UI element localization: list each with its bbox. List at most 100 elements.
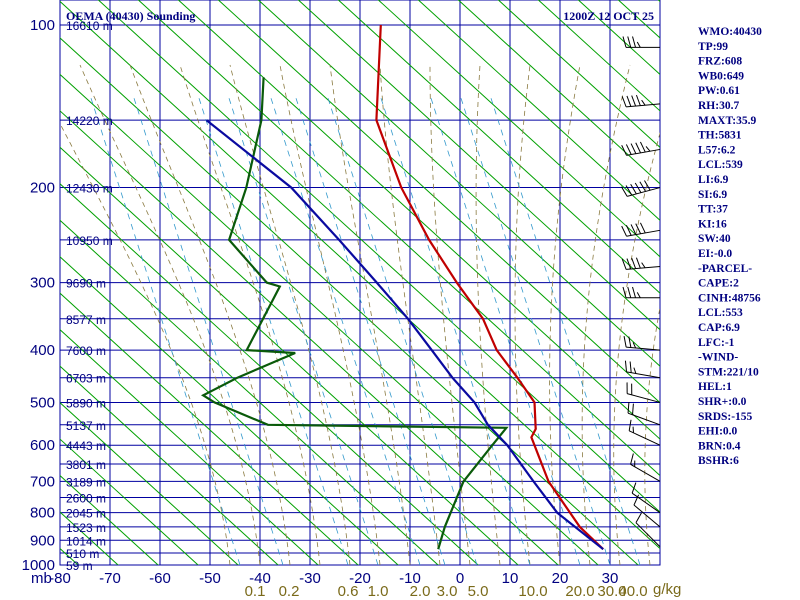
dry-adiabat-line bbox=[60, 146, 519, 565]
dry-adiabat-line bbox=[297, 0, 660, 331]
dry-adiabat-line bbox=[217, 0, 660, 404]
stability-index-item: CAP:6.9 bbox=[698, 322, 740, 334]
stability-index-item: EI:-0.0 bbox=[698, 248, 732, 260]
temperature-tick-label: -80 bbox=[49, 570, 71, 587]
wind-barb-flag bbox=[630, 453, 634, 465]
mixing-ratio-line bbox=[269, 94, 421, 565]
wind-barb-flag bbox=[636, 41, 641, 48]
wind-barb-flag bbox=[635, 512, 642, 523]
mixing-ratio-label: 0.2 bbox=[279, 583, 300, 600]
dry-adiabat-line bbox=[60, 292, 359, 565]
wind-barb bbox=[627, 401, 661, 426]
wind-barb-flag bbox=[633, 367, 637, 374]
temperature-tick-label: -30 bbox=[299, 570, 321, 587]
stability-index-item: WB0:649 bbox=[698, 70, 744, 82]
wind-barb-staff bbox=[626, 346, 661, 351]
mixing-ratio-label: 30.0 bbox=[597, 583, 626, 600]
stability-index-item: FRZ:608 bbox=[698, 56, 742, 68]
mixing-ratio-line bbox=[326, 94, 478, 565]
wind-barb-staff bbox=[626, 265, 661, 270]
wind-barb-staff bbox=[627, 187, 661, 197]
moist-adiabats bbox=[60, 64, 660, 565]
mixing-ratio-line bbox=[294, 94, 446, 565]
wind-barb-flag bbox=[644, 180, 651, 191]
wind-barb-flag bbox=[635, 223, 642, 234]
wind-barb-staff bbox=[628, 430, 661, 446]
dry-adiabat-line bbox=[60, 183, 479, 565]
stability-index-item: SHR+:0.0 bbox=[698, 396, 747, 408]
wind-barb-staff bbox=[630, 463, 661, 482]
height-label: 16610 m bbox=[66, 19, 113, 33]
wind-barb bbox=[621, 222, 661, 237]
height-label: 59 m bbox=[66, 559, 93, 573]
moist-adiabat-line bbox=[613, 131, 660, 565]
stability-index-item: TH:5831 bbox=[698, 130, 742, 142]
wind-barb-staff bbox=[626, 229, 661, 237]
height-label: 9690 m bbox=[66, 277, 106, 291]
stability-index-item: BRN:0.4 bbox=[698, 440, 741, 452]
pressure-tick-label: 100 bbox=[30, 17, 55, 34]
wind-barb-flag bbox=[632, 342, 637, 349]
wind-barb-flag bbox=[641, 262, 646, 269]
mixing-ratio-line bbox=[429, 94, 581, 565]
stability-index-item: MAXT:35.9 bbox=[698, 115, 756, 127]
stability-index-item: SW:40 bbox=[698, 233, 731, 245]
height-label: 12430 m bbox=[66, 182, 113, 196]
stability-index-item: LI:6.9 bbox=[698, 174, 729, 186]
temperature-tick-label: 10 bbox=[502, 570, 519, 587]
wind-barb bbox=[623, 336, 661, 351]
sounding-profiles bbox=[200, 24, 604, 551]
moist-adiabat-line bbox=[429, 64, 471, 565]
wind-barb bbox=[628, 419, 661, 446]
dry-adiabat-line bbox=[337, 0, 660, 294]
stability-index-item: KI:16 bbox=[698, 218, 727, 230]
pressure-tick-label: 1000 bbox=[22, 557, 55, 574]
dry-adiabat-line bbox=[60, 401, 239, 565]
wind-barb-flag bbox=[635, 94, 641, 106]
parcel-profile-line bbox=[205, 119, 604, 551]
moist-adiabat-line bbox=[581, 64, 631, 565]
temperature-tick-label: -10 bbox=[399, 570, 421, 587]
height-label: 5137 m bbox=[66, 419, 106, 433]
dry-adiabat-line bbox=[60, 256, 399, 565]
temperature-tick-label: -40 bbox=[249, 570, 271, 587]
dry-adiabat-line bbox=[257, 0, 660, 367]
moist-adiabat-line bbox=[329, 64, 411, 565]
moist-adiabat-line bbox=[644, 305, 660, 565]
stability-index-item: TT:37 bbox=[698, 204, 728, 216]
dry-adiabat-line bbox=[457, 0, 660, 185]
height-label: 1523 m bbox=[66, 521, 106, 535]
pressure-tick-label: 200 bbox=[30, 180, 55, 197]
wind-barb bbox=[621, 141, 661, 156]
dry-adiabat-line bbox=[497, 0, 660, 149]
pressure-tick-label: 500 bbox=[30, 394, 55, 411]
isobar-isotherm-grid bbox=[59, 0, 661, 566]
mixing-ratio-line bbox=[197, 94, 349, 565]
wind-barb-staff bbox=[627, 393, 661, 403]
stability-index-item: SI:6.9 bbox=[698, 189, 727, 201]
wind-barb-flag bbox=[626, 258, 632, 270]
moist-adiabat-line bbox=[514, 64, 531, 565]
pressure-tick-label: 800 bbox=[30, 505, 55, 522]
moist-adiabat-line bbox=[549, 64, 581, 565]
temperature-tick-label: 30 bbox=[602, 570, 619, 587]
dry-adiabat-line bbox=[60, 73, 599, 565]
height-label: 1014 m bbox=[66, 534, 106, 548]
wind-barb bbox=[622, 286, 660, 299]
stability-index-item: -WIND- bbox=[698, 352, 738, 364]
wind-barb-staff bbox=[631, 492, 661, 514]
height-label: 4443 m bbox=[66, 439, 106, 453]
pressure-tick-label: 400 bbox=[30, 342, 55, 359]
wind-barb-flag bbox=[625, 144, 632, 155]
stability-index-item: TP:99 bbox=[698, 41, 728, 53]
temperature-tick-label: -50 bbox=[199, 570, 221, 587]
wind-barb-flag bbox=[622, 36, 627, 48]
wind-barb-flag bbox=[624, 360, 628, 372]
wind-barb-flag bbox=[639, 222, 646, 234]
wind-barb-flag bbox=[641, 99, 646, 106]
height-label: 5890 m bbox=[66, 396, 106, 410]
height-label: 2045 m bbox=[66, 507, 106, 521]
moist-adiabat-line bbox=[179, 64, 321, 565]
